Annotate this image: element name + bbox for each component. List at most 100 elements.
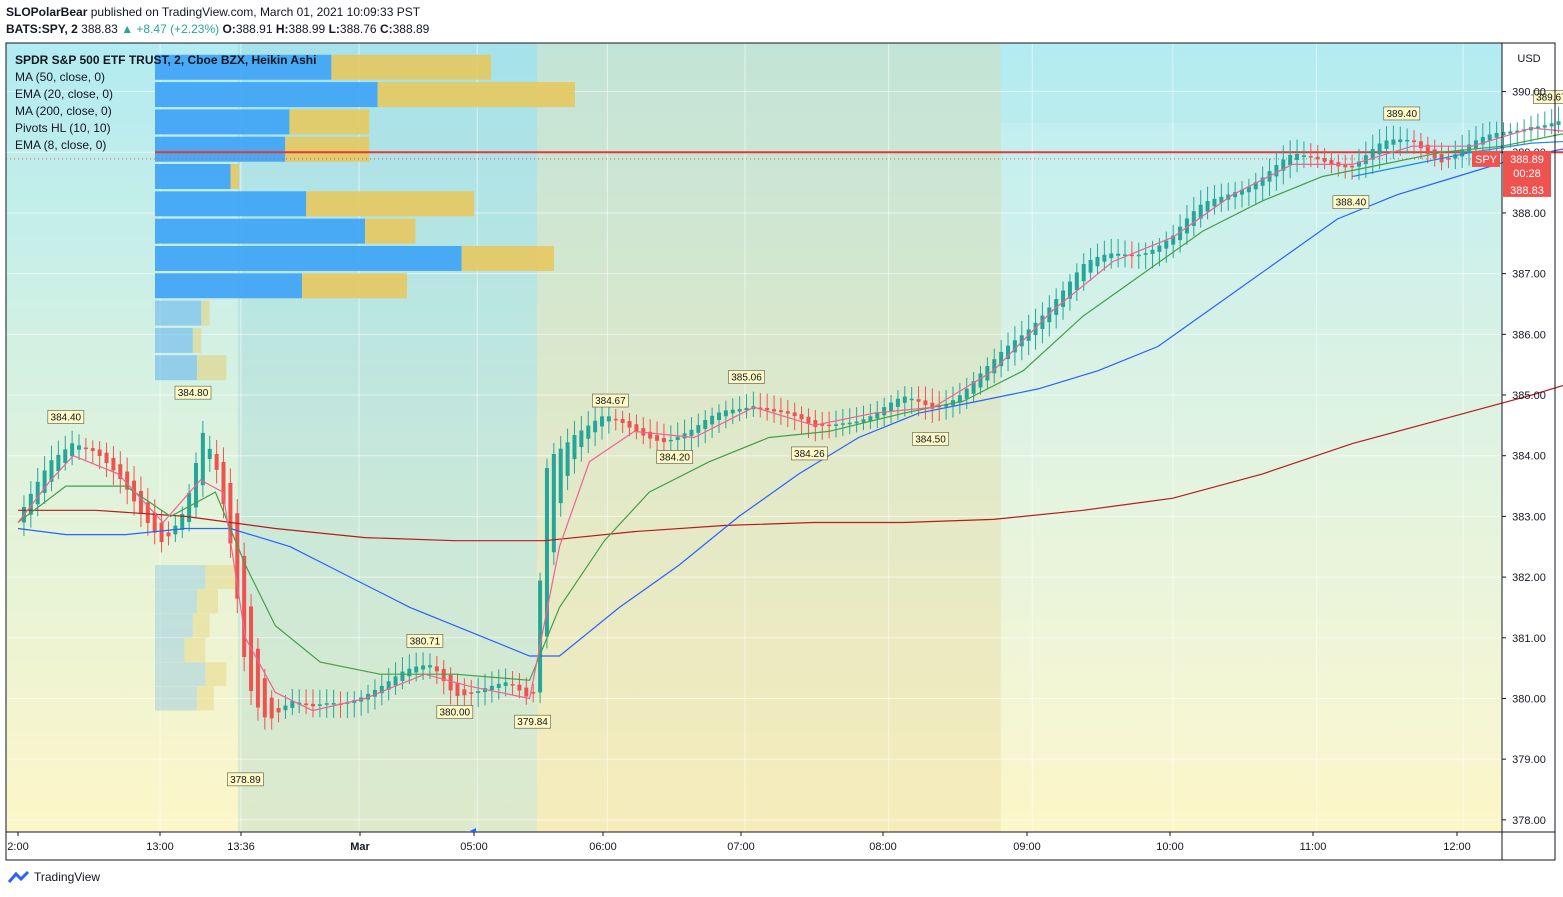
- legend-indicator[interactable]: MA (50, close, 0): [15, 70, 106, 84]
- legend-indicator[interactable]: MA (200, close, 0): [15, 104, 112, 118]
- candle-body: [104, 452, 109, 464]
- candle-body: [558, 448, 563, 504]
- candle-body: [944, 404, 949, 407]
- volume-profile-bar: [155, 355, 197, 381]
- candle-body: [737, 409, 742, 412]
- candle-body: [1074, 272, 1079, 291]
- candle-body: [1253, 182, 1258, 190]
- candle-body: [1198, 204, 1203, 219]
- candle-body: [1556, 121, 1561, 125]
- candle-body: [758, 407, 763, 410]
- candle-body: [1205, 201, 1210, 212]
- pivot-label: 384.50: [915, 434, 946, 445]
- candle-body: [1184, 218, 1189, 234]
- candle-body: [503, 682, 508, 686]
- low-value: 388.76: [339, 22, 377, 36]
- y-tick-label: 388.00: [1512, 208, 1546, 220]
- y-tick-label: 384.00: [1512, 451, 1546, 463]
- y-tick-label: 390.00: [1512, 87, 1546, 99]
- candle-body: [77, 445, 82, 450]
- candle-body: [792, 412, 797, 417]
- x-tick-label: 13:00: [146, 841, 174, 853]
- candle-body: [565, 442, 570, 476]
- volume-profile-bar: [306, 191, 475, 217]
- candle-body: [1350, 165, 1355, 168]
- candle-body: [1212, 198, 1217, 207]
- candle-body: [407, 668, 412, 677]
- candle-body: [531, 692, 536, 694]
- candle-body: [875, 412, 880, 419]
- candle-body: [276, 708, 281, 713]
- x-tick-label: Mar: [350, 841, 370, 853]
- candle-body: [118, 464, 123, 479]
- candle-body: [1116, 253, 1121, 256]
- candle-body: [235, 513, 240, 599]
- volume-profile-bar: [197, 589, 218, 614]
- publish-info: published on TradingView.com, March 01, …: [90, 5, 421, 19]
- symbol-tag-box: [1472, 150, 1500, 167]
- candle-body: [1095, 256, 1100, 267]
- candle-body: [152, 512, 157, 533]
- candle-body: [42, 470, 47, 494]
- candle-body: [1391, 139, 1396, 145]
- chart-header: SLOPolarBear published on TradingView.co…: [6, 4, 429, 38]
- candle-body: [1067, 281, 1072, 299]
- candle-body: [441, 668, 446, 681]
- candle-body: [655, 435, 660, 441]
- x-tick-label: 05:00: [460, 841, 488, 853]
- candle-body: [70, 443, 75, 457]
- candle-body: [310, 703, 315, 707]
- open-label: O:: [222, 22, 236, 36]
- candle-body: [283, 705, 288, 711]
- pivot-label-box: [728, 370, 765, 384]
- candle-body: [1150, 249, 1155, 254]
- candle-body: [971, 381, 976, 394]
- candle-body: [317, 704, 322, 706]
- candle-body: [1081, 263, 1086, 282]
- volume-profile-bar: [155, 109, 290, 135]
- plot-background: [6, 43, 1502, 832]
- footer-brand[interactable]: TradingView: [34, 870, 101, 884]
- y-tick-label: 385.00: [1512, 390, 1546, 402]
- candle-body: [1398, 139, 1403, 143]
- candle-body: [923, 400, 928, 406]
- publisher-name[interactable]: SLOPolarBear: [6, 5, 88, 19]
- pivot-label-box: [1332, 195, 1370, 209]
- candle-body: [668, 439, 673, 442]
- volume-profile-bar: [230, 164, 239, 190]
- candle-body: [833, 424, 838, 426]
- event-marker-icon: [468, 828, 476, 832]
- x-tick-label: 10:00: [1156, 841, 1184, 853]
- y-tick-label: 381.00: [1512, 633, 1546, 645]
- pivot-label: 378.89: [230, 775, 261, 786]
- candle-body: [978, 373, 983, 388]
- close-value: 388.89: [392, 22, 430, 36]
- y-tick-label: 386.00: [1512, 329, 1546, 341]
- low-label: L:: [328, 22, 340, 36]
- candle-body: [1123, 254, 1128, 256]
- candle-body: [765, 407, 770, 411]
- candle-body: [1377, 143, 1382, 155]
- pivot-label: 384.67: [595, 396, 626, 407]
- candle-body: [600, 416, 605, 427]
- legend-indicator[interactable]: EMA (8, close, 0): [15, 138, 107, 152]
- volume-profile-bar: [155, 164, 231, 190]
- volume-profile-bar: [155, 218, 365, 244]
- candle-body: [613, 418, 618, 421]
- candle-body: [331, 703, 336, 705]
- candle-body: [1295, 153, 1300, 161]
- x-tick-label: 12:00: [1443, 841, 1471, 853]
- legend-indicator[interactable]: Pivots HL (10, 10): [15, 121, 111, 135]
- legend-indicator[interactable]: EMA (20, close, 0): [15, 87, 114, 101]
- volume-profile-bar: [197, 686, 214, 711]
- candle-body: [964, 388, 969, 399]
- candle-body: [696, 425, 701, 433]
- pivot-label: 379.84: [517, 717, 548, 728]
- candle-body: [166, 532, 171, 537]
- candle-body: [806, 416, 811, 424]
- publisher-line: SLOPolarBear published on TradingView.co…: [6, 4, 429, 21]
- candle-body: [1164, 240, 1169, 249]
- pivot-label: 380.00: [440, 707, 471, 718]
- volume-profile-bar: [192, 613, 210, 638]
